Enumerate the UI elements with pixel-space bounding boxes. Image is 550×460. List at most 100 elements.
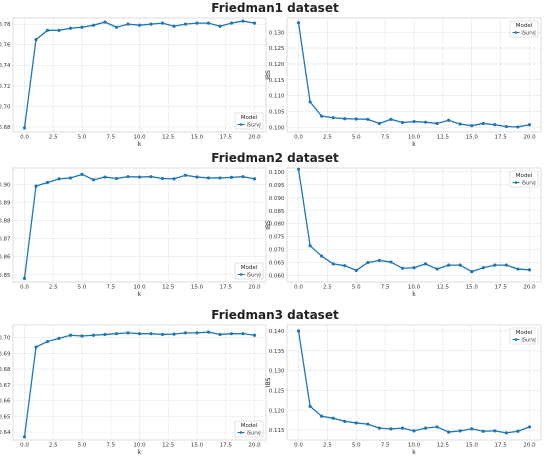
- data-point: [114, 25, 119, 29]
- y-tick-label: 0.67: [0, 383, 11, 389]
- y-tick-label: 0.68: [0, 367, 11, 373]
- data-point: [470, 270, 474, 274]
- x-tick-label: 0.0: [20, 135, 29, 141]
- data-point: [343, 419, 347, 423]
- data-point: [308, 100, 312, 104]
- y-tick-label: 0.115: [269, 78, 285, 84]
- y-axis-label: IBS: [265, 70, 272, 80]
- data-point: [481, 121, 485, 126]
- data-point: [377, 258, 381, 263]
- x-tick-label: 10.0: [408, 135, 421, 141]
- legend-title: Model: [241, 265, 258, 271]
- x-tick-label: 0.0: [294, 285, 303, 291]
- data-point: [149, 22, 153, 26]
- data-point: [160, 21, 165, 25]
- y-tick-label: 0.64: [0, 430, 11, 436]
- data-point: [229, 332, 234, 336]
- x-tick-label: 15.0: [191, 443, 204, 449]
- x-tick-label: 2.5: [323, 285, 332, 291]
- data-point: [331, 262, 335, 266]
- x-tick-label: 5.0: [78, 285, 87, 291]
- x-tick-label: 15.0: [191, 135, 204, 141]
- x-tick-label: 20.0: [248, 135, 261, 141]
- x-tick-label: 12.5: [162, 285, 175, 291]
- data-point: [114, 332, 119, 336]
- data-point: [241, 19, 245, 23]
- data-point: [34, 345, 38, 349]
- data-point: [34, 184, 38, 188]
- x-tick-label: 12.5: [437, 285, 450, 291]
- x-tick-label: 0.0: [294, 135, 303, 141]
- data-point: [172, 332, 176, 336]
- x-tick-label: 7.5: [381, 285, 390, 291]
- y-tick-label: 0.080: [269, 222, 285, 228]
- data-point: [218, 332, 222, 337]
- x-tick-label: 7.5: [381, 135, 390, 141]
- y-tick-label: 0.125: [269, 46, 285, 52]
- data-point: [68, 176, 73, 180]
- data-point: [389, 260, 393, 264]
- x-axis-label: k: [138, 291, 142, 298]
- data-point: [412, 266, 416, 270]
- x-axis-label: k: [412, 291, 416, 298]
- x-tick-label: 20.0: [523, 443, 536, 449]
- data-point: [80, 334, 84, 338]
- x-tick-label: 5.0: [352, 135, 361, 141]
- y-tick-label: 0.130: [269, 30, 285, 36]
- data-point: [493, 429, 497, 433]
- data-point: [400, 266, 405, 270]
- y-tick-label: 0.65: [0, 414, 11, 420]
- data-point: [516, 429, 520, 433]
- x-tick-label: 12.5: [437, 443, 450, 449]
- data-point: [183, 173, 188, 177]
- legend-entry: iSurvJ: [522, 337, 536, 343]
- y-tick-label: 0.060: [269, 274, 285, 280]
- x-tick-label: 7.5: [106, 443, 115, 449]
- y-tick-label: 0.070: [269, 248, 285, 254]
- chart-panel-1: Friedman1 dataset 0.0 2.5 5.0 7.5 10.0 12.5 15.…: [0, 1, 339, 148]
- legend-entry: iSurvJ: [522, 180, 536, 186]
- x-tick-label: 15.0: [466, 285, 479, 291]
- data-point: [320, 254, 324, 258]
- data-point: [195, 175, 199, 179]
- chart-panel-6: 0.0 2.5 5.0 7.5 10.0 12.5 15.0 17.5 20.0 0.115 0.1…: [265, 324, 542, 456]
- legend-entry: iSurvJ: [247, 272, 261, 278]
- legend-entry: iSurvJ: [247, 430, 261, 436]
- data-point: [103, 20, 107, 24]
- data-point: [252, 333, 257, 337]
- data-point: [137, 332, 142, 336]
- y-axis-label: IBS: [265, 378, 272, 388]
- data-point: [206, 21, 211, 25]
- data-point: [389, 427, 393, 431]
- data-point: [447, 263, 451, 267]
- y-tick-label: 0.90: [0, 182, 11, 188]
- y-tick-label: 0.68: [0, 125, 11, 131]
- y-tick-label: 0.085: [269, 209, 285, 215]
- data-point: [320, 414, 324, 418]
- chart-panel-5: Friedman3 dataset 0.0 2.5 5.0 7.5 10.0 12.5 15.…: [0, 308, 339, 456]
- x-tick-label: 17.5: [220, 285, 233, 291]
- data-point: [493, 123, 497, 127]
- legend-swatch-marker: [514, 338, 518, 341]
- legend-swatch-marker: [239, 273, 243, 276]
- data-point: [493, 263, 497, 267]
- data-point: [481, 266, 485, 270]
- data-point: [45, 180, 50, 185]
- legend-swatch-marker: [239, 431, 243, 434]
- data-point: [103, 332, 107, 337]
- data-point: [229, 21, 234, 25]
- y-tick-label: 0.70: [0, 104, 11, 110]
- data-point: [22, 435, 27, 439]
- y-tick-label: 0.095: [269, 183, 285, 189]
- data-point: [126, 331, 130, 335]
- y-tick-label: 0.69: [0, 351, 11, 357]
- y-tick-label: 0.130: [269, 369, 285, 375]
- data-point: [137, 23, 142, 27]
- legend-swatch-marker: [239, 123, 243, 126]
- data-point: [68, 333, 73, 337]
- y-tick-label: 0.76: [0, 43, 11, 49]
- legend-entry: iSurvJ: [247, 122, 261, 128]
- data-point: [45, 28, 50, 32]
